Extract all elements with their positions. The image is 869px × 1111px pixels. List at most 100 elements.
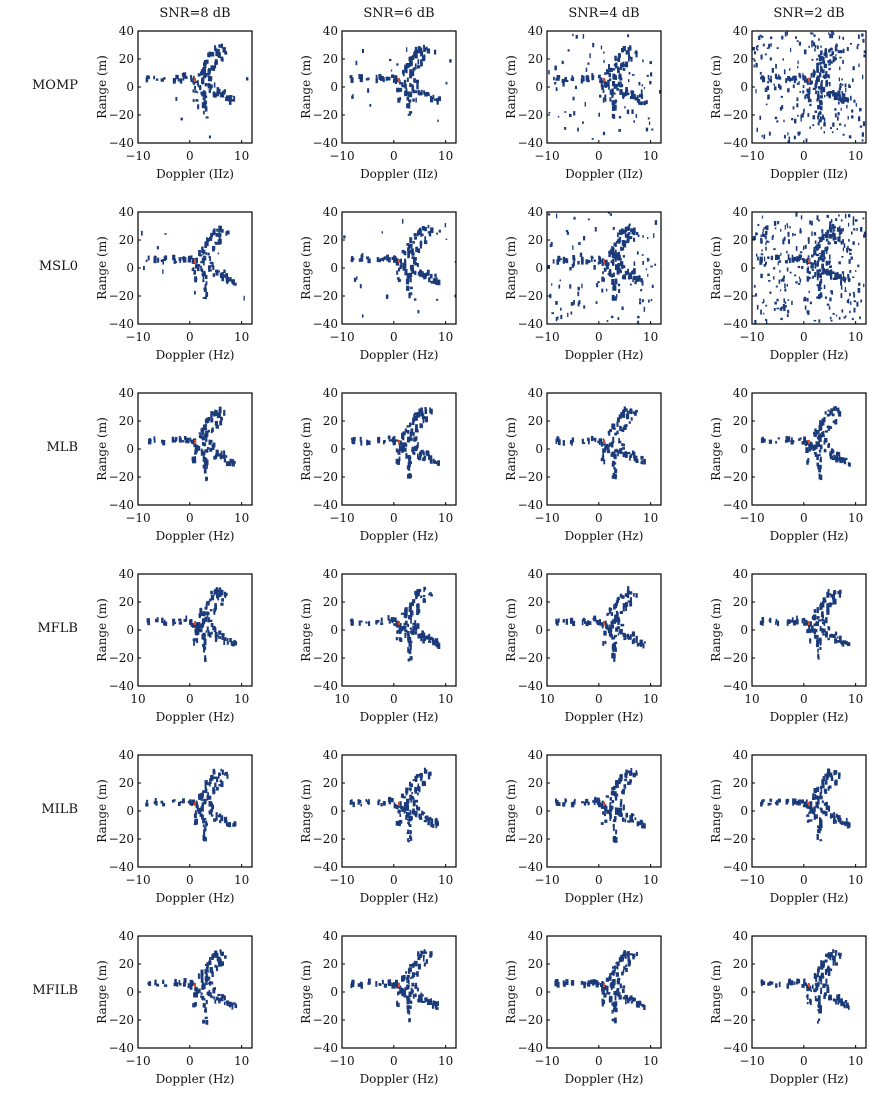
noise-point — [857, 43, 860, 46]
noise-point — [783, 306, 786, 312]
scatterer-point — [818, 55, 826, 65]
scatterer-point — [801, 257, 806, 264]
noise-point — [851, 231, 853, 235]
x-axis-label: Doppler (Hz) — [770, 891, 849, 905]
scatterer-point — [812, 83, 817, 90]
scatterer-point — [181, 72, 188, 81]
scatterer-point — [816, 785, 823, 794]
noise-point — [778, 279, 781, 284]
scatterer-point — [805, 994, 809, 1000]
noise-point — [438, 229, 441, 233]
scatterer-point — [210, 623, 217, 633]
noise-point — [646, 257, 649, 262]
noise-point — [601, 288, 604, 293]
noise-point — [577, 302, 580, 307]
noise-point — [830, 319, 833, 322]
scatterer-point — [822, 810, 828, 817]
noise-point — [807, 237, 810, 242]
scatterer-point — [417, 963, 421, 970]
noise-point — [783, 69, 786, 75]
noise-point — [414, 46, 418, 51]
noise-point — [840, 240, 843, 245]
noise-point — [818, 252, 821, 255]
y-tick-label: 40 — [733, 567, 748, 581]
noise-point — [820, 126, 822, 130]
noise-point — [754, 235, 756, 241]
noise-point — [243, 295, 245, 301]
scatterer-point — [847, 462, 851, 467]
y-tick-label: −40 — [723, 1041, 748, 1055]
scatterer-point — [215, 993, 221, 1001]
noise-point — [847, 116, 849, 120]
scatterer-point — [395, 257, 399, 262]
scatterer-point — [212, 245, 216, 252]
peak-point — [808, 78, 810, 82]
noise-point — [812, 42, 816, 47]
scatterer-point — [612, 965, 618, 974]
scatterer-point — [817, 111, 822, 120]
y-axis-label: Range (m) — [95, 960, 109, 1024]
scatterer-point — [824, 48, 827, 56]
noise-point — [765, 103, 768, 106]
scatterer-point — [204, 447, 210, 453]
y-axis-label: Range (m) — [709, 55, 723, 119]
scatterer-point — [414, 261, 419, 268]
scatterer-point — [201, 246, 206, 255]
y-tick-label: 40 — [733, 24, 748, 38]
noise-point — [759, 71, 762, 75]
noise-point — [784, 288, 787, 292]
noise-point — [821, 80, 824, 82]
noise-point — [628, 79, 630, 83]
scatterer-point — [408, 605, 412, 612]
scatterer-point — [585, 75, 590, 83]
scatterer-point — [601, 84, 605, 93]
x-tick-label: 10 — [848, 511, 863, 525]
scatterer-point — [811, 806, 816, 815]
noise-point — [559, 279, 561, 282]
scatterer-point — [613, 453, 617, 460]
scatterer-point — [616, 254, 622, 261]
noise-point — [793, 233, 796, 236]
noise-point — [555, 87, 558, 91]
y-tick-label: 0 — [126, 985, 134, 999]
noise-point — [659, 90, 661, 94]
row-label: MFILB — [32, 983, 78, 998]
noise-point — [648, 299, 650, 303]
scatterer-point — [608, 78, 616, 87]
noise-point — [823, 74, 825, 77]
noise-point — [770, 43, 772, 47]
noise-point — [845, 87, 847, 93]
noise-point — [825, 251, 828, 254]
scatterer-point — [627, 959, 631, 967]
noise-point — [849, 252, 852, 255]
y-tick-label: 20 — [733, 233, 748, 247]
noise-point — [780, 252, 782, 256]
noise-point — [777, 261, 779, 266]
peak-point — [808, 621, 810, 625]
scatterer-point — [190, 75, 195, 81]
scatterer-point — [621, 274, 627, 280]
scatterer-point — [404, 88, 408, 97]
y-axis-label: Range (m) — [299, 236, 313, 300]
noise-point — [784, 32, 787, 37]
noise-point — [771, 68, 774, 73]
noise-point — [359, 284, 362, 289]
noise-point — [356, 276, 358, 280]
y-axis-label: Range (m) — [709, 417, 723, 481]
noise-point — [768, 131, 771, 136]
scatterer-point — [627, 272, 633, 280]
scatterer-point — [409, 67, 416, 77]
scatterer-point — [610, 790, 615, 796]
noise-point — [830, 127, 832, 130]
row-label: MSL0 — [38, 259, 78, 274]
noise-point — [802, 72, 804, 78]
scatterer-point — [216, 87, 221, 95]
scatterer-point — [210, 804, 215, 812]
noise-point — [763, 256, 766, 262]
noise-point — [617, 81, 621, 87]
scatterer-point — [825, 79, 828, 87]
scatterer-point — [801, 978, 806, 988]
scatterer-point — [223, 455, 228, 463]
scatterer-point — [611, 641, 618, 648]
scatterer-point — [829, 410, 835, 417]
